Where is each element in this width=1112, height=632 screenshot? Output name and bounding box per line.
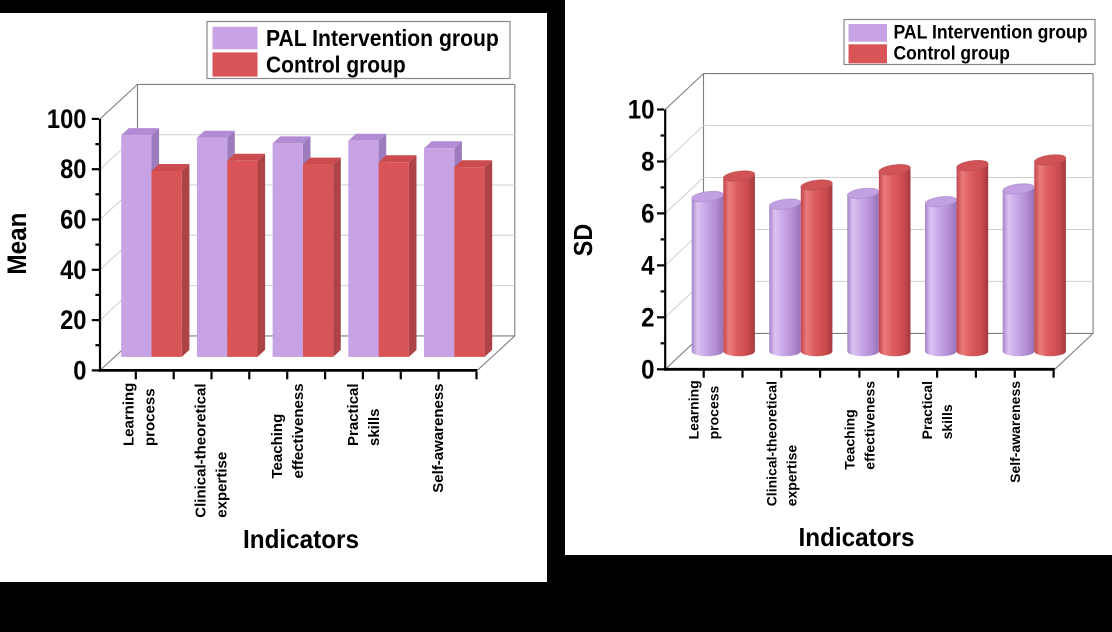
svg-text:PAL Intervention group: PAL Intervention group [266, 25, 499, 51]
svg-text:process: process [142, 388, 159, 446]
svg-text:Control group: Control group [266, 52, 406, 78]
svg-text:Learning: Learning [686, 380, 702, 439]
svg-text:Self-awareness: Self-awareness [1007, 381, 1023, 483]
svg-text:skills: skills [366, 408, 383, 446]
svg-text:100: 100 [47, 104, 87, 134]
svg-text:Clinical-theoretical: Clinical-theoretical [763, 381, 779, 506]
svg-text:PAL Intervention group: PAL Intervention group [894, 22, 1088, 43]
svg-text:expertise: expertise [214, 452, 231, 518]
svg-text:6: 6 [641, 198, 654, 228]
svg-text:Teaching: Teaching [841, 409, 857, 469]
svg-text:SD: SD [568, 224, 598, 257]
svg-text:Practical: Practical [345, 383, 362, 446]
svg-text:40: 40 [60, 255, 86, 285]
svg-text:8: 8 [641, 147, 654, 177]
svg-text:0: 0 [641, 354, 654, 384]
svg-text:Learning: Learning [121, 383, 138, 446]
svg-text:20: 20 [60, 305, 86, 335]
svg-text:Teaching: Teaching [269, 414, 286, 479]
svg-text:Indicators: Indicators [243, 524, 359, 554]
svg-text:60: 60 [60, 205, 86, 235]
svg-text:Indicators: Indicators [799, 522, 915, 552]
svg-text:effectiveness: effectiveness [290, 383, 307, 478]
svg-text:skills: skills [939, 404, 955, 439]
svg-text:2: 2 [641, 302, 654, 332]
svg-text:Practical: Practical [919, 381, 935, 439]
svg-text:10: 10 [628, 95, 655, 125]
svg-text:process: process [706, 385, 722, 439]
svg-text:Self-awareness: Self-awareness [430, 383, 447, 492]
svg-text:Control group: Control group [894, 43, 1010, 64]
svg-text:80: 80 [60, 154, 86, 184]
svg-text:0: 0 [73, 355, 86, 385]
svg-text:expertise: expertise [783, 445, 799, 507]
svg-text:effectiveness: effectiveness [861, 381, 877, 470]
svg-text:Clinical-theoretical: Clinical-theoretical [193, 383, 210, 517]
svg-text:4: 4 [641, 250, 654, 280]
svg-text:Mean: Mean [2, 213, 32, 275]
